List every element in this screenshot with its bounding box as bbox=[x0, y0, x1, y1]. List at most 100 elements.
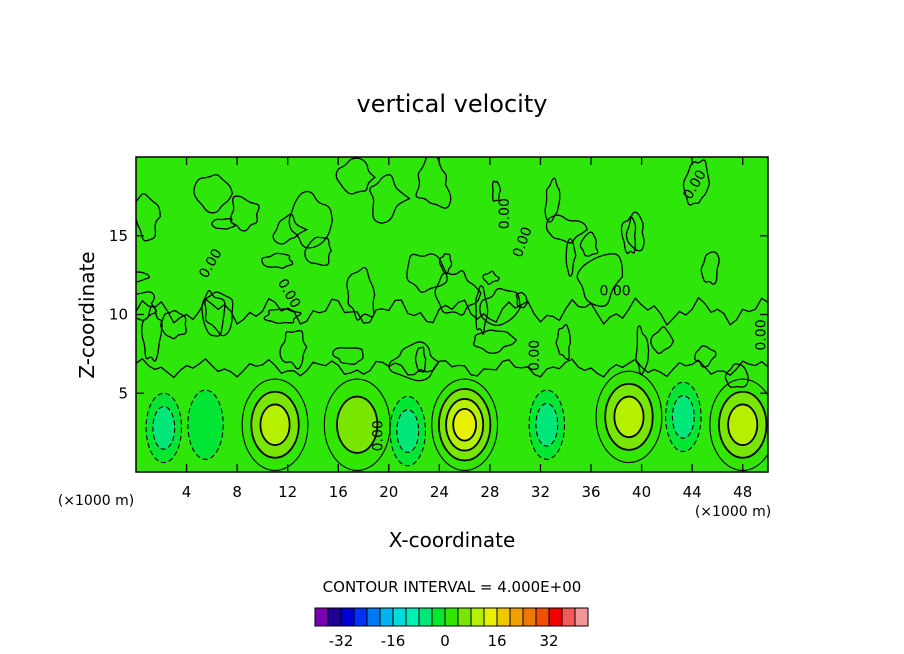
updraft-2-contour-0 bbox=[595, 370, 663, 464]
contour-label-2: 0.00 bbox=[370, 420, 386, 451]
colorbar-swatch-0 bbox=[314, 607, 329, 627]
updraft-1-band-3 bbox=[453, 408, 477, 441]
colorbar-tick-3: 16 bbox=[487, 632, 506, 650]
colorbar-swatch-5 bbox=[379, 607, 394, 627]
zero-contour-band-0 bbox=[136, 296, 768, 326]
colorbar-swatch-14 bbox=[496, 607, 511, 627]
y-tick-label-15: 15 bbox=[109, 227, 128, 245]
zero-contour-band-1 bbox=[136, 357, 768, 379]
downdraft-6-band-0 bbox=[187, 390, 224, 460]
zero-contour-45 bbox=[211, 218, 236, 230]
colorbar-swatch-3 bbox=[353, 607, 368, 627]
x-tick-label-48: 48 bbox=[733, 483, 752, 501]
colorbar-swatch-4 bbox=[366, 607, 381, 627]
zero-contour-11 bbox=[555, 323, 572, 360]
zero-contour-2 bbox=[475, 285, 489, 335]
colorbar-swatch-16 bbox=[522, 607, 537, 627]
updraft-4-contour-1 bbox=[336, 395, 379, 454]
colorbar-swatch-13 bbox=[483, 607, 498, 627]
zero-contour-14 bbox=[682, 159, 711, 206]
colorbar-swatch-20 bbox=[574, 607, 589, 627]
colorbar-swatch-6 bbox=[392, 607, 407, 627]
x-tick-label-32: 32 bbox=[531, 483, 550, 501]
x-tick-label-20: 20 bbox=[379, 483, 398, 501]
colorbar-swatch-12 bbox=[470, 607, 485, 627]
x-tick-label-28: 28 bbox=[480, 483, 499, 501]
y-axis-label: Z-coordinate bbox=[75, 251, 99, 378]
zero-contour-43 bbox=[279, 330, 308, 370]
x-tick-label-4: 4 bbox=[182, 483, 192, 501]
x-unit-left: (×1000 m) bbox=[58, 493, 134, 509]
zero-contour-32 bbox=[369, 174, 411, 224]
downdraft-9-band-1 bbox=[672, 395, 695, 439]
updraft-4-band-1 bbox=[336, 396, 378, 453]
downdraft-7-contour-1 bbox=[396, 409, 420, 453]
colorbar: -32 -16 0 16 32 bbox=[314, 607, 589, 650]
zero-contour-15 bbox=[625, 211, 645, 252]
zero-contour-18 bbox=[136, 271, 151, 283]
contour-lines bbox=[136, 157, 768, 471]
zero-contour-44 bbox=[576, 253, 624, 307]
zero-contour-27 bbox=[204, 291, 234, 337]
zero-contour-36 bbox=[434, 270, 482, 316]
colorbar-swatch-10 bbox=[444, 607, 459, 627]
contour-label-8: 0.00 bbox=[753, 319, 769, 350]
contour-label-3: 0.00 bbox=[497, 198, 513, 229]
updraft-3-contour-1 bbox=[718, 390, 768, 459]
x-tick-label-44: 44 bbox=[683, 483, 702, 501]
zero-contour-5 bbox=[136, 291, 157, 321]
colorbar-swatch-11 bbox=[457, 607, 472, 627]
zero-contour-22 bbox=[620, 215, 637, 255]
x-tick-label-8: 8 bbox=[232, 483, 242, 501]
chart-title: vertical velocity bbox=[357, 90, 548, 118]
zero-contour-33 bbox=[635, 325, 650, 376]
y-axis: 5 10 15 bbox=[109, 227, 768, 402]
downdraft-5-band-1 bbox=[152, 406, 175, 450]
downdraft-5-contour-0 bbox=[145, 392, 183, 464]
updraft-3-band-2 bbox=[728, 404, 758, 446]
colorbar-swatch-1 bbox=[327, 607, 342, 627]
zero-contour-16 bbox=[515, 291, 528, 309]
zero-contour-41 bbox=[141, 304, 163, 362]
zero-contour-26 bbox=[261, 252, 294, 269]
zero-contour-8 bbox=[579, 231, 599, 257]
x-tick-label-24: 24 bbox=[430, 483, 449, 501]
plot-area: 0.000.000.000.000.000.000.000.000.00 bbox=[136, 157, 769, 472]
zero-contour-29 bbox=[565, 238, 577, 277]
downdraft-8-contour-1 bbox=[535, 402, 559, 447]
downdraft-6-contour-0 bbox=[187, 389, 224, 460]
downdraft-9-contour-0 bbox=[665, 381, 702, 453]
contour-label-6: 0.00 bbox=[599, 284, 630, 300]
colorbar-swatch-17 bbox=[535, 607, 550, 627]
updraft-0-contour-0 bbox=[241, 378, 309, 471]
x-tick-label-16: 16 bbox=[329, 483, 348, 501]
zero-contour-1 bbox=[482, 270, 500, 285]
colorbar-swatch-18 bbox=[548, 607, 563, 627]
updraft-1-contour-1 bbox=[438, 388, 492, 462]
x-tick-label-36: 36 bbox=[581, 483, 600, 501]
zero-contour-40 bbox=[304, 236, 333, 266]
updraft-1-contour-0 bbox=[431, 378, 499, 471]
colorbar-tick-4: 32 bbox=[539, 632, 558, 650]
updraft-2-contour-1 bbox=[604, 382, 654, 451]
zero-contour-34 bbox=[201, 290, 226, 337]
updraft-3-contour-2 bbox=[727, 403, 759, 446]
y-tick-label-10: 10 bbox=[109, 306, 128, 324]
y-tick-label-5: 5 bbox=[118, 384, 128, 402]
x-axis-label: X-coordinate bbox=[389, 528, 516, 552]
x-tick-label-12: 12 bbox=[278, 483, 297, 501]
zero-contour-0 bbox=[438, 252, 453, 275]
colorbar-swatch-19 bbox=[561, 607, 576, 627]
colorbar-swatch-2 bbox=[340, 607, 355, 627]
updraft-1-contour-2 bbox=[445, 398, 485, 452]
downdraft-8-band-1 bbox=[535, 403, 558, 447]
downdraft-7-band-1 bbox=[396, 409, 419, 453]
downdraft-7-contour-0 bbox=[389, 395, 427, 467]
zero-contour-7 bbox=[263, 308, 302, 325]
contour-label-5: 0.00 bbox=[527, 340, 543, 371]
updraft-0-contour-2 bbox=[259, 403, 291, 446]
zero-contour-13 bbox=[694, 345, 717, 368]
updraft-1-contour-3 bbox=[452, 407, 477, 442]
updraft-0-contour-1 bbox=[250, 390, 300, 459]
colorbar-swatch-9 bbox=[431, 607, 446, 627]
